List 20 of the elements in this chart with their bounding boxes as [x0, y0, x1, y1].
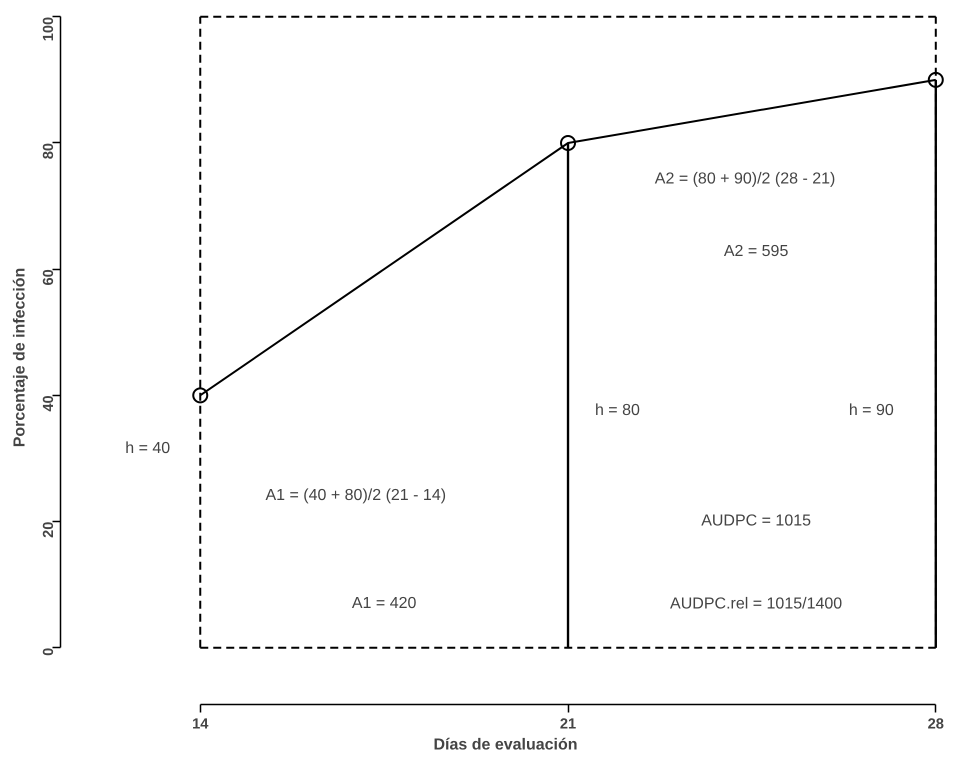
annotation: h = 80 [594, 402, 640, 419]
y-tick-label: 100 [41, 16, 57, 42]
y-axis-title: Porcentaje de infección [12, 268, 28, 448]
annotation: A1 = (40 + 80)/2 (21 - 14) [265, 487, 446, 504]
y-tick-label: 40 [41, 395, 57, 412]
x-tick-label: 28 [928, 716, 944, 732]
annotation: A2 = 595 [724, 243, 788, 260]
y-tick-label: 60 [41, 269, 57, 286]
y-tick-label: 20 [41, 522, 57, 538]
text: h = 40 [125, 440, 170, 457]
y-tick-label: 80 [41, 142, 57, 160]
y-tick-label: 0 [41, 648, 57, 656]
annotation: AUDPC = 1015 [701, 512, 812, 530]
x-tick-label: 21 [560, 716, 576, 732]
annotation: h = 90 [848, 402, 894, 419]
x-axis-title: Días de evaluación [433, 736, 578, 754]
x-tick-label: 14 [192, 716, 210, 732]
annotation: A1 = 420 [352, 595, 416, 612]
annotation: AUDPC.rel = 1015/1400 [670, 596, 842, 613]
annotation: A2 = (80 + 90)/2 (28 - 21) [654, 170, 836, 188]
